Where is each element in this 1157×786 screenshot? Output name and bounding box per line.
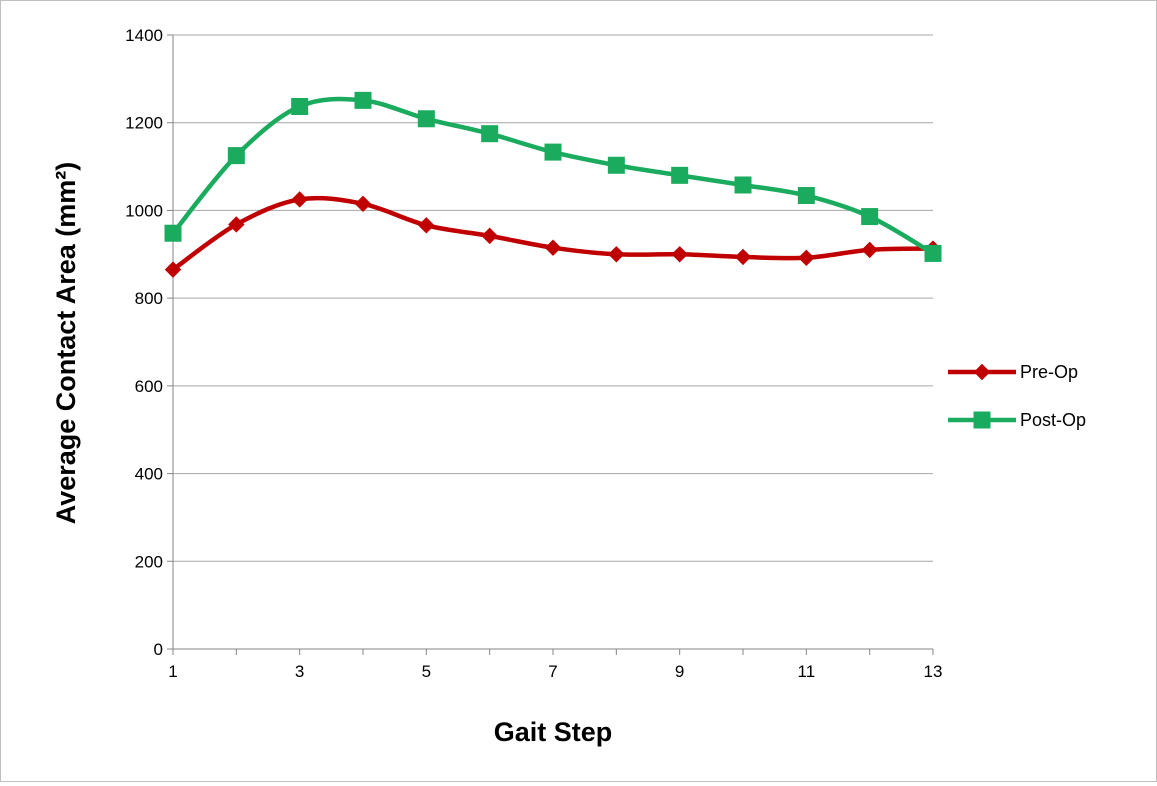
- x-tick-label: 5: [422, 662, 431, 681]
- x-tick-label: 7: [548, 662, 557, 681]
- x-tick-label: 11: [798, 662, 816, 681]
- y-axis-title: Average Contact Area (mm²): [51, 162, 81, 525]
- data-point-pre-op: [481, 227, 498, 245]
- legend-label: Pre-Op: [1020, 362, 1078, 382]
- data-point-pre-op: [671, 246, 688, 263]
- y-tick-label: 1000: [125, 201, 163, 220]
- data-point-pre-op: [734, 248, 752, 266]
- y-tick-label: 0: [154, 640, 163, 659]
- y-tick-label: 400: [135, 465, 163, 484]
- y-tick-label: 600: [135, 377, 163, 396]
- data-point-pre-op: [354, 195, 372, 213]
- series-line-post-op: [170, 96, 936, 256]
- legend: Pre-Op Post-Op: [948, 362, 1086, 430]
- x-tick-label: 13: [924, 662, 943, 681]
- x-tick-label: 1: [168, 662, 177, 681]
- data-point-pre-op: [798, 249, 815, 267]
- data-point-post-op: [544, 143, 562, 161]
- x-tick-label: 3: [295, 662, 304, 681]
- data-point-post-op: [481, 125, 499, 143]
- data-point-pre-op: [861, 241, 878, 259]
- axes: [167, 34, 934, 655]
- data-point-post-op: [164, 224, 182, 242]
- data-point-post-op: [291, 97, 309, 115]
- data-point-post-op: [607, 156, 625, 174]
- data-point-post-op: [924, 244, 942, 262]
- data-point-post-op: [797, 187, 815, 205]
- x-tick-label: 9: [675, 662, 684, 681]
- data-point-post-op: [671, 166, 689, 184]
- legend-label: Post-Op: [1020, 410, 1086, 430]
- data-point-pre-op: [164, 261, 182, 278]
- series-line-pre-op: [170, 195, 936, 272]
- data-point-post-op: [734, 176, 752, 194]
- data-point-pre-op: [228, 216, 245, 233]
- data-point-post-op: [861, 208, 879, 226]
- series-markers: [164, 91, 942, 278]
- data-point-post-op: [354, 91, 372, 109]
- gridlines: [173, 34, 933, 562]
- legend-item-pre-op: Pre-Op: [948, 362, 1078, 382]
- y-tick-label: 200: [135, 552, 163, 571]
- y-tick-label: 1200: [125, 114, 163, 133]
- data-point-pre-op: [544, 239, 562, 256]
- data-point-pre-op: [418, 217, 435, 234]
- data-point-pre-op: [608, 246, 625, 263]
- data-point-post-op: [417, 110, 435, 128]
- x-axis-title: Gait Step: [494, 717, 613, 747]
- data-point-pre-op: [291, 191, 308, 208]
- legend-swatch-marker: [973, 411, 991, 429]
- legend-item-post-op: Post-Op: [948, 410, 1086, 430]
- data-point-post-op: [227, 147, 245, 165]
- y-tick-label: 1400: [125, 26, 163, 45]
- legend-swatch-marker: [973, 363, 991, 381]
- y-tick-label: 800: [135, 289, 163, 308]
